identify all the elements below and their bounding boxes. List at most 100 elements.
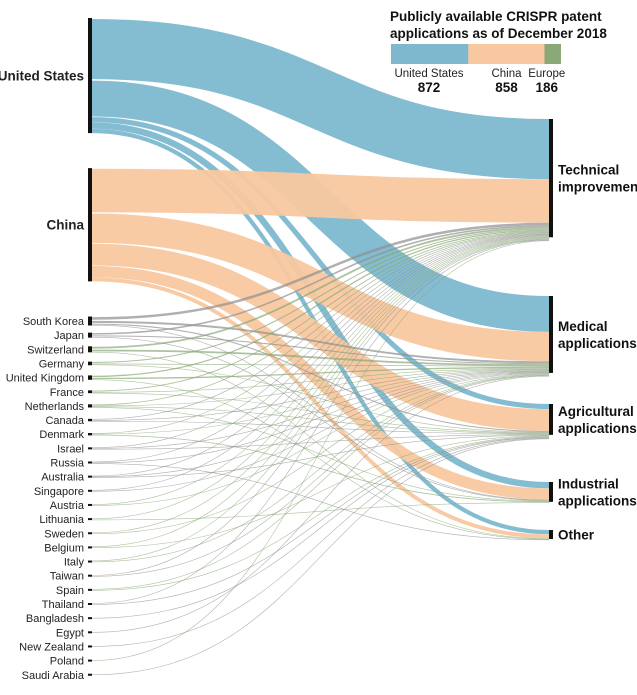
link-saudi-arabia-to-agricultural-applications (91, 438, 550, 676)
target-bar-medical-applications (549, 296, 553, 373)
link-sweden-to-medical-applications (91, 373, 550, 535)
target-labels: Technical improvement Medical applications A… (558, 163, 637, 543)
source-bar-netherlands (88, 404, 92, 408)
source-label-australia: Australia (41, 472, 85, 484)
legend-title-line-2: applications as of December 2018 (390, 26, 607, 41)
link-australia-to-agricultural-applications (91, 434, 550, 478)
source-label-japan: Japan (54, 330, 84, 342)
target-bar-technical-improvement (549, 119, 553, 238)
legend-segment-europe (544, 44, 561, 64)
link-switzerland-to-technical-improvement (91, 226, 550, 349)
source-bar-lithuania (88, 518, 92, 521)
source-bar-japan (88, 332, 92, 338)
source-label-united-kingdom: United Kingdom (6, 373, 84, 385)
source-label-sweden: Sweden (44, 528, 84, 540)
link-israel-to-technical-improvement (91, 233, 550, 449)
source-bar-israel (88, 447, 92, 450)
link-taiwan-to-medical-applications (91, 374, 550, 577)
flow-links (91, 18, 550, 676)
source-bar-united-states (88, 18, 92, 134)
legend-segment-united-states (391, 44, 469, 64)
source-label-germany: Germany (39, 358, 85, 370)
link-lithuania-to-technical-improvement (91, 236, 550, 520)
link-singapore-to-medical-applications (91, 372, 550, 492)
link-thailand-to-agricultural-applications (91, 436, 550, 605)
source-bar-saudi-arabia (88, 673, 92, 676)
target-label-industrial-applications-line-1: Industrial (558, 476, 619, 491)
source-bar-denmark (88, 433, 92, 436)
link-thailand-to-technical-improvement (91, 239, 550, 604)
link-new-zealand-to-agricultural-applications (91, 437, 550, 647)
source-label-lithuania: Lithuania (39, 514, 85, 526)
source-label-denmark: Denmark (39, 429, 84, 441)
link-south-korea-to-industrial-applications (91, 324, 550, 501)
link-france-to-medical-applications (91, 368, 550, 393)
source-bar-china (88, 168, 92, 282)
target-bar-agricultural-applications (549, 404, 553, 435)
legend-value-china: 858 (495, 80, 518, 95)
target-bar-other (549, 530, 553, 539)
link-italy-to-medical-applications (91, 374, 550, 563)
link-italy-to-technical-improvement (91, 238, 550, 562)
link-japan-to-medical-applications (91, 335, 550, 365)
link-spain-to-medical-applications (91, 375, 550, 590)
source-label-bangladesh: Bangladesh (26, 613, 84, 625)
source-label-thailand: Thailand (42, 599, 84, 611)
link-netherlands-to-medical-applications (91, 368, 550, 407)
link-germany-to-medical-applications (91, 363, 550, 367)
source-label-italy: Italy (64, 557, 85, 569)
target-label-technical-improvement-line-2: improvement (558, 180, 637, 195)
source-label-canada: Canada (45, 415, 84, 427)
link-austria-to-technical-improvement (91, 236, 550, 505)
source-bar-russia (88, 461, 92, 464)
source-label-spain: Spain (56, 585, 84, 597)
source-label-belgium: Belgium (44, 542, 84, 554)
source-label-united-states: United States (0, 69, 84, 84)
link-united-kingdom-to-technical-improvement (91, 229, 550, 378)
source-label-south-korea: South Korea (23, 316, 85, 328)
legend-label-europe: Europe (528, 68, 565, 80)
source-label-switzerland: Switzerland (27, 344, 84, 356)
link-south-korea-to-medical-applications (91, 320, 550, 364)
legend-value-united-states: 872 (418, 80, 441, 95)
source-label-netherlands: Netherlands (25, 401, 85, 413)
link-united-states-to-industrial-applications (91, 122, 550, 489)
link-egypt-to-medical-applications (91, 375, 550, 633)
link-denmark-to-technical-improvement (91, 233, 550, 434)
source-bar-bangladesh (88, 617, 92, 620)
target-label-technical-improvement-line-1: Technical (558, 163, 619, 178)
source-labels: United States China South Korea Japan Switze… (0, 69, 85, 682)
target-label-agricultural-applications-line-1: Agricultural (558, 404, 634, 419)
link-japan-to-technical-improvement (91, 225, 550, 335)
source-bar-switzerland (88, 346, 92, 353)
link-netherlands-to-agricultural-applications (91, 406, 550, 434)
link-bangladesh-to-agricultural-applications (91, 437, 550, 619)
target-label-industrial-applications-line-2: applications (558, 493, 637, 508)
link-israel-to-medical-applications (91, 370, 550, 449)
link-south-korea-to-technical-improvement (91, 222, 550, 320)
link-united-states-to-technical-improvement (91, 18, 550, 180)
link-france-to-agricultural-applications (91, 392, 550, 434)
target-bar-industrial-applications (549, 482, 553, 502)
legend-value-europe: 186 (535, 80, 558, 95)
source-bar-sweden (88, 532, 92, 535)
source-bar-belgium (88, 546, 92, 549)
source-bar-egypt (88, 631, 92, 634)
link-sweden-to-technical-improvement (91, 237, 550, 534)
link-netherlands-to-industrial-applications (91, 407, 550, 502)
link-china-to-industrial-applications (91, 265, 550, 500)
link-singapore-to-technical-improvement (91, 235, 550, 491)
source-bar-thailand (88, 603, 92, 605)
source-label-saudi-arabia: Saudi Arabia (22, 670, 85, 682)
source-bar-new-zealand (88, 645, 92, 648)
link-switzerland-to-other (91, 351, 550, 539)
target-bars (549, 119, 553, 539)
source-label-poland: Poland (50, 656, 84, 668)
source-label-russia: Russia (50, 458, 85, 470)
link-canada-to-medical-applications (91, 369, 550, 421)
source-bar-australia (88, 475, 92, 478)
link-russia-to-other (91, 463, 550, 541)
link-canada-to-agricultural-applications (91, 420, 550, 435)
link-japan-to-industrial-applications (91, 336, 550, 501)
